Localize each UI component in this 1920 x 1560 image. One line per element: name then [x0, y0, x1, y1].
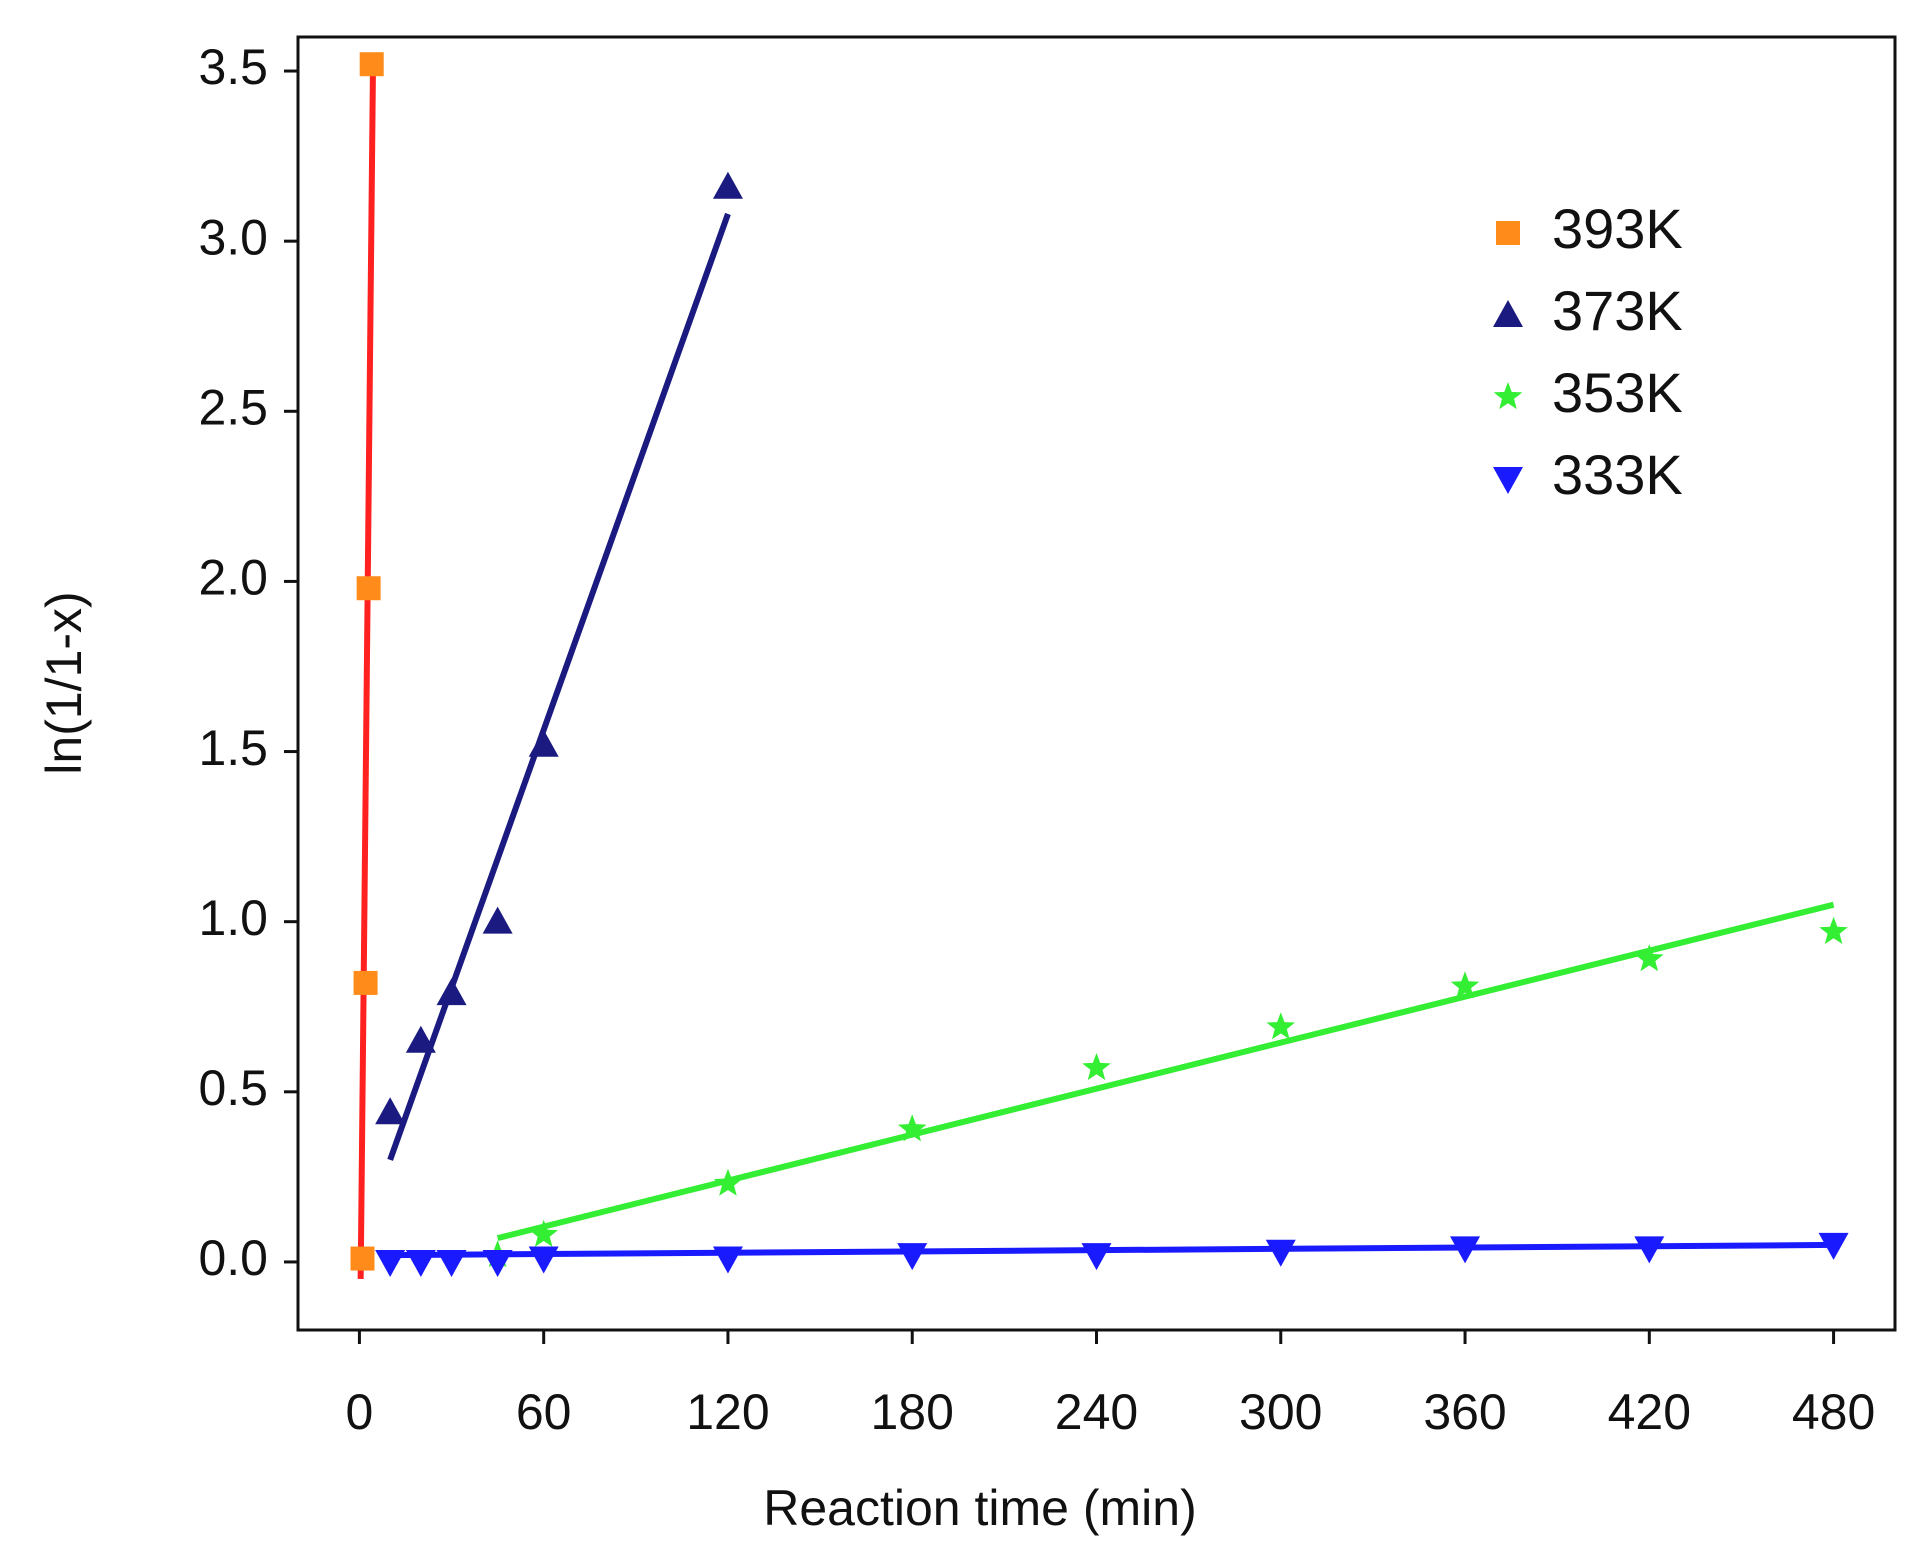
data-point	[482, 906, 513, 934]
data-point	[713, 1168, 743, 1196]
data-point	[375, 1097, 406, 1125]
x-tick-label: 120	[686, 1384, 769, 1440]
data-point	[353, 970, 378, 995]
data-point	[528, 1246, 559, 1274]
fit-line	[390, 1241, 1834, 1259]
data-point	[898, 1114, 927, 1142]
fit-line	[357, 70, 376, 1279]
y-tick-label: 3.0	[198, 209, 268, 265]
fit-line	[496, 901, 1835, 1242]
x-tick-label: 60	[516, 1384, 572, 1440]
data-point	[897, 1243, 928, 1271]
data-point	[1819, 916, 1848, 944]
data-point	[1635, 944, 1664, 972]
legend-marker	[1493, 382, 1523, 410]
data-point	[436, 978, 467, 1006]
y-tick-label: 3.5	[198, 39, 268, 95]
legend-label: 333K	[1552, 443, 1683, 506]
data-point	[1266, 1012, 1295, 1040]
data-point	[712, 171, 743, 199]
data-point	[482, 1249, 513, 1277]
data-point	[1450, 971, 1480, 999]
data-point	[1450, 1236, 1481, 1264]
data-point	[528, 729, 559, 757]
data-point	[375, 1249, 406, 1277]
data-point	[1082, 1053, 1111, 1081]
x-tick-label: 420	[1608, 1384, 1691, 1440]
data-point	[436, 1249, 467, 1277]
y-tick-label: 1.0	[198, 890, 268, 946]
legend-marker	[1496, 221, 1520, 245]
x-tick-label: 180	[871, 1384, 954, 1440]
data-point	[356, 576, 381, 601]
x-axis-title: Reaction time (min)	[763, 1480, 1196, 1536]
data-point	[1634, 1236, 1665, 1264]
data-point	[1818, 1232, 1849, 1260]
x-tick-label: 360	[1423, 1384, 1506, 1440]
legend-marker	[1493, 300, 1523, 327]
x-tick-label: 300	[1239, 1384, 1322, 1440]
data-point	[529, 1219, 558, 1247]
legend-label: 353K	[1552, 361, 1683, 424]
y-tick-label: 0.5	[198, 1060, 268, 1116]
legend-label: 373K	[1552, 279, 1683, 342]
x-tick-label: 0	[346, 1384, 374, 1440]
x-tick-label: 480	[1792, 1384, 1875, 1440]
data-point	[712, 1246, 743, 1274]
y-tick-label: 0.0	[198, 1230, 268, 1286]
legend-marker	[1493, 467, 1523, 494]
y-axis-title: ln(1/1-x)	[36, 591, 92, 774]
data-point	[1265, 1239, 1296, 1267]
fit-line	[387, 212, 731, 1161]
data-point	[405, 1249, 436, 1277]
data-point	[359, 52, 384, 77]
y-tick-label: 2.0	[198, 550, 268, 606]
legend-label: 393K	[1552, 197, 1683, 260]
data-point	[405, 1025, 436, 1053]
y-tick-label: 2.5	[198, 379, 268, 435]
data-point	[350, 1246, 375, 1271]
y-tick-label: 1.5	[198, 720, 268, 776]
x-tick-label: 240	[1055, 1384, 1138, 1440]
data-point	[1081, 1243, 1112, 1271]
